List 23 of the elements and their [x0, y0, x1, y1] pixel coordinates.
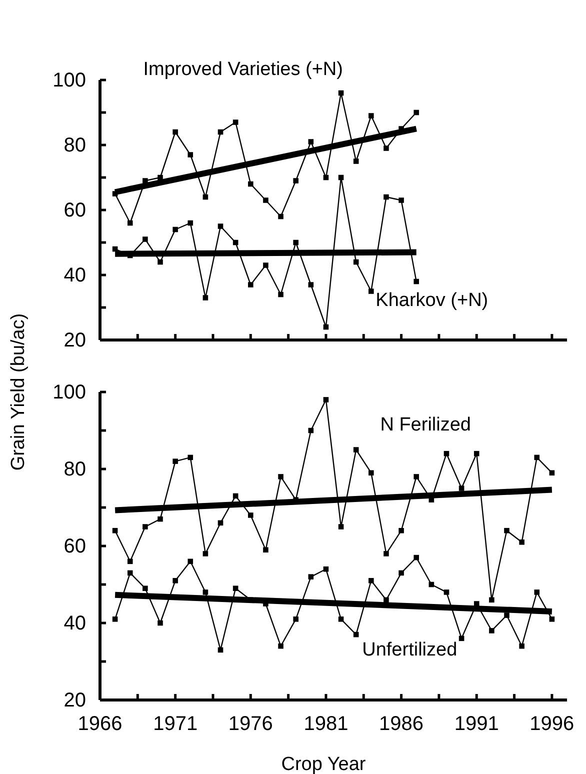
y-tick-label: 80 [64, 458, 86, 480]
series-label: N Ferilized [380, 414, 472, 436]
x-tick-label: 1966 [78, 713, 122, 736]
y-tick-label: 20 [64, 329, 86, 352]
x-tick-label: 1971 [153, 713, 198, 736]
y-tick-label: 40 [64, 264, 86, 286]
series-label: Kharkov (+N) [376, 290, 488, 311]
x-axis-title: Crop Year [281, 754, 366, 774]
y-tick-label: 60 [64, 199, 86, 222]
y-tick-label: 80 [64, 134, 86, 156]
x-tick-label: 1986 [379, 713, 424, 736]
x-tick-label: 1981 [304, 713, 348, 736]
y-tick-label: 60 [64, 535, 86, 558]
series-label: Improved Varieties (+N) [143, 59, 343, 80]
y-tick-label: 20 [64, 689, 86, 712]
x-tick-label: 1976 [228, 713, 273, 736]
y-tick-label: 100 [52, 381, 86, 404]
x-tick-label: 1991 [454, 713, 499, 736]
x-tick-label: 1996 [530, 713, 574, 736]
series-label: Unfertilized [362, 640, 458, 661]
y-axis-title: Grain Yield (bu/ac) [8, 313, 29, 471]
y-tick-label: 40 [64, 612, 86, 634]
y-tick-label: 100 [52, 69, 86, 92]
